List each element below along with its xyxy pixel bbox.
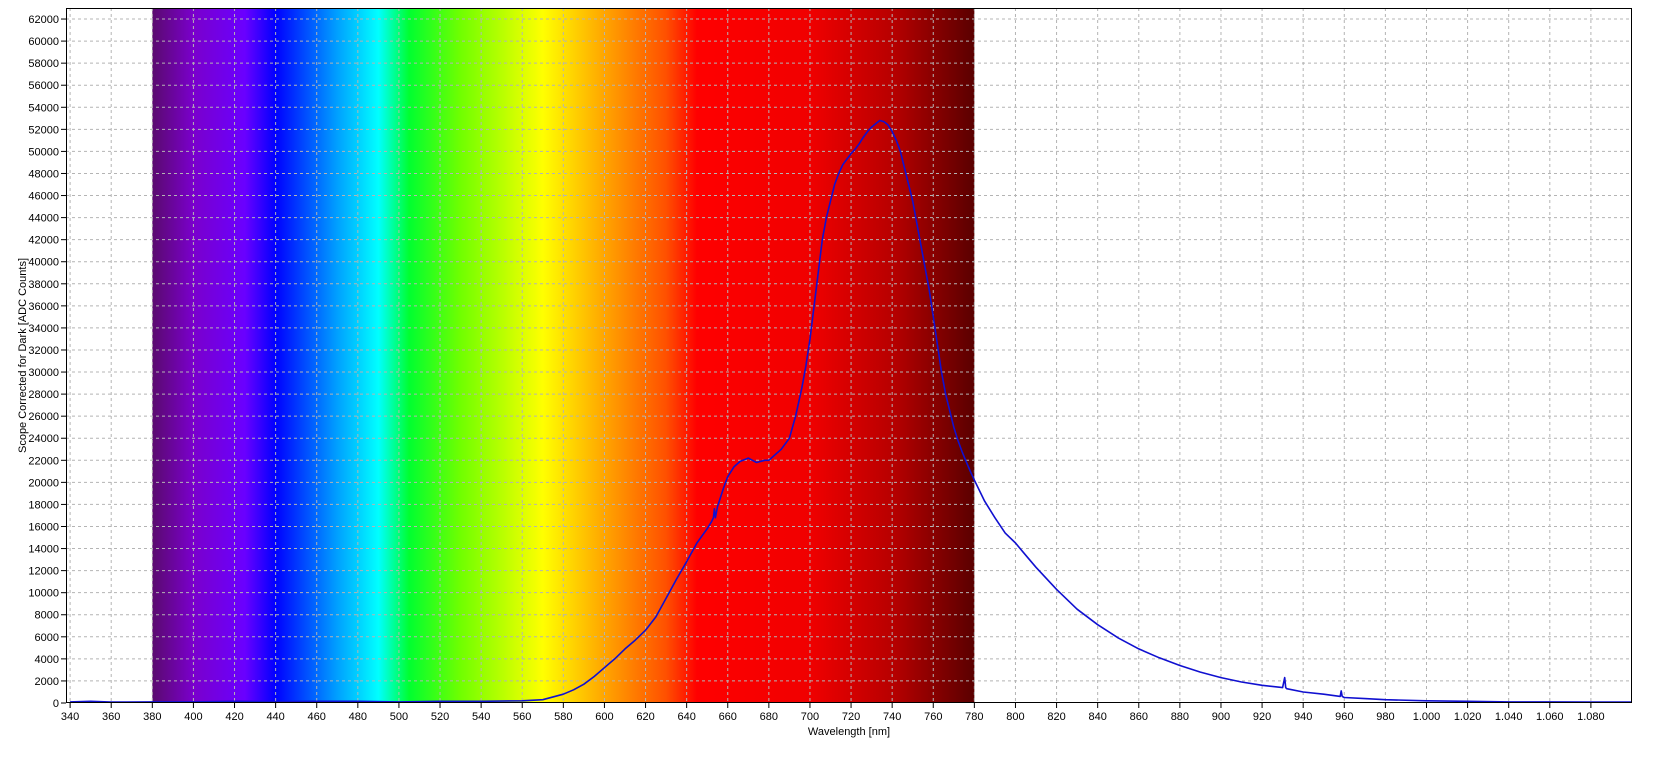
y-tick-label: 24000 xyxy=(28,433,59,445)
series-layer xyxy=(70,119,1632,703)
y-tick-label: 40000 xyxy=(28,257,59,269)
x-tick-label: 440 xyxy=(266,711,284,723)
y-tick-label: 48000 xyxy=(28,168,59,180)
x-tick-label: 920 xyxy=(1253,711,1271,723)
y-tick-label: 62000 xyxy=(28,14,59,26)
y-tick-label: 54000 xyxy=(28,102,59,114)
x-tick-label: 940 xyxy=(1294,711,1312,723)
y-tick-label: 50000 xyxy=(28,146,59,158)
x-tick-label: 460 xyxy=(308,711,326,723)
y-tick-label: 60000 xyxy=(28,36,59,48)
x-tick-label: 340 xyxy=(61,711,79,723)
x-tick-label: 540 xyxy=(472,711,490,723)
x-tick-label: 520 xyxy=(431,711,449,723)
y-tick-label: 2000 xyxy=(35,676,59,688)
x-tick-label: 720 xyxy=(842,711,860,723)
x-axis-ticks: 340 360 380 400 420 440 460 480 500 520 540 560 580 6… xyxy=(61,703,1605,723)
x-tick-label: 980 xyxy=(1376,711,1394,723)
x-tick-label: 400 xyxy=(184,711,202,723)
x-tick-label: 620 xyxy=(636,711,654,723)
x-tick-label: 560 xyxy=(513,711,531,723)
x-tick-label: 380 xyxy=(143,711,161,723)
y-tick-label: 16000 xyxy=(28,521,59,533)
grid-lines xyxy=(66,8,1632,703)
y-tick-label: 52000 xyxy=(28,124,59,136)
x-tick-label: 420 xyxy=(225,711,243,723)
x-tick-label: 660 xyxy=(719,711,737,723)
y-tick-label: 46000 xyxy=(28,191,59,203)
y-tick-label: 28000 xyxy=(28,389,59,401)
y-tick-label: 30000 xyxy=(28,367,59,379)
x-tick-label: 900 xyxy=(1212,711,1230,723)
x-tick-label: 1.040 xyxy=(1495,711,1523,723)
y-tick-label: 58000 xyxy=(28,58,59,70)
x-axis-label: Wavelength [nm] xyxy=(808,726,890,738)
y-tick-label: 38000 xyxy=(28,279,59,291)
y-tick-label: 44000 xyxy=(28,213,59,225)
y-tick-label: 22000 xyxy=(28,455,59,467)
x-tick-label: 680 xyxy=(760,711,778,723)
y-tick-label: 14000 xyxy=(28,544,59,556)
y-tick-label: 18000 xyxy=(28,499,59,511)
x-tick-label: 800 xyxy=(1006,711,1024,723)
y-axis-label: Scope Corrected for Dark [ADC Counts] xyxy=(17,258,29,453)
x-tick-label: 360 xyxy=(102,711,120,723)
x-tick-label: 860 xyxy=(1130,711,1148,723)
x-tick-label: 820 xyxy=(1047,711,1065,723)
y-tick-label: 20000 xyxy=(28,477,59,489)
x-tick-label: 480 xyxy=(349,711,367,723)
plot-border xyxy=(66,8,1632,703)
x-tick-label: 600 xyxy=(595,711,613,723)
x-tick-label: 700 xyxy=(801,711,819,723)
y-tick-label: 34000 xyxy=(28,323,59,335)
y-tick-label: 0 xyxy=(53,698,59,710)
x-tick-label: 1.000 xyxy=(1413,711,1441,723)
series-line-0 xyxy=(70,119,1632,703)
y-tick-label: 12000 xyxy=(28,566,59,578)
x-tick-label: 500 xyxy=(390,711,408,723)
x-tick-label: 880 xyxy=(1171,711,1189,723)
y-tick-label: 26000 xyxy=(28,411,59,423)
y-tick-label: 56000 xyxy=(28,80,59,92)
y-tick-label: 36000 xyxy=(28,301,59,313)
x-tick-label: 1.020 xyxy=(1454,711,1482,723)
y-tick-label: 32000 xyxy=(28,345,59,357)
y-axis-ticks: 0 2000 4000 6000 8000 10000 12000 14000 16000 180… xyxy=(28,14,66,710)
x-tick-label: 640 xyxy=(677,711,695,723)
x-tick-label: 1.060 xyxy=(1536,711,1564,723)
x-tick-label: 760 xyxy=(924,711,942,723)
y-tick-label: 10000 xyxy=(28,588,59,600)
x-tick-label: 580 xyxy=(554,711,572,723)
x-tick-label: 960 xyxy=(1335,711,1353,723)
x-tick-label: 840 xyxy=(1088,711,1106,723)
y-tick-label: 6000 xyxy=(35,632,59,644)
x-tick-label: 780 xyxy=(965,711,983,723)
y-tick-label: 4000 xyxy=(35,654,59,666)
y-tick-label: 8000 xyxy=(35,610,59,622)
y-tick-label: 42000 xyxy=(28,235,59,247)
x-tick-label: 1.080 xyxy=(1577,711,1605,723)
x-tick-label: 740 xyxy=(883,711,901,723)
